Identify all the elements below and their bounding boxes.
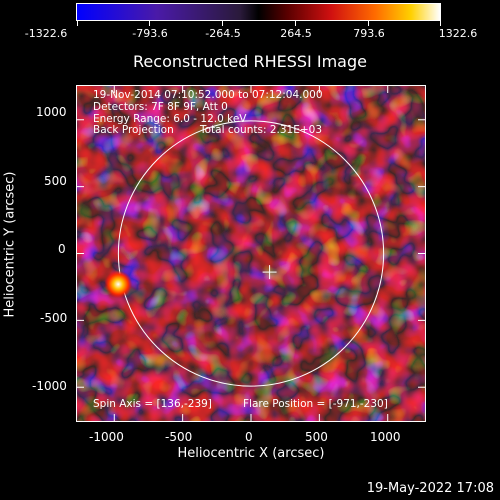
heatmap-background <box>76 85 426 422</box>
y-tick-label: -500 <box>40 311 68 325</box>
plot-frame <box>76 85 426 422</box>
colorbar-tick <box>222 20 223 26</box>
colorbar-label: -793.6 <box>132 27 168 40</box>
x-ticks <box>113 85 389 422</box>
annotation-spin-axis: Spin Axis = [136,-239] <box>93 398 212 410</box>
annotation-energy: Energy Range: 6.0 - 12.0 keV <box>93 113 247 125</box>
annotation-detectors: Detectors: 7F 8F 9F, Att 0 <box>93 101 228 113</box>
colorbar-tick <box>77 20 78 26</box>
spin-axis-marker <box>262 265 277 280</box>
x-tick-label: 0 <box>245 430 253 444</box>
heatmap-plot <box>76 85 426 422</box>
y-ticks <box>76 119 426 388</box>
y-tick-label: 1000 <box>36 105 67 119</box>
colorbar <box>76 3 441 21</box>
x-tick-label: -500 <box>165 430 193 444</box>
solar-limb-circle <box>117 120 385 387</box>
colorbar-label: -264.5 <box>205 27 241 40</box>
colorbar-tick <box>149 20 150 26</box>
annotation-time: 19-Nov-2014 07:10:52.000 to 07:12:04.000 <box>93 89 323 101</box>
annotation-counts: Total counts: 2.31E+03 <box>200 124 323 136</box>
y-tick-label: 500 <box>44 174 67 188</box>
x-tick-label: 500 <box>305 430 328 444</box>
colorbar-label: 264.5 <box>280 27 312 40</box>
colorbar-tick <box>368 20 369 26</box>
colorbar-label: 1322.6 <box>438 27 478 40</box>
y-tick-label: -1000 <box>32 379 67 393</box>
flare-source <box>104 270 133 299</box>
y-axis-label: Heliocentric Y (arcsec) <box>2 171 18 318</box>
chart-title: Reconstructed RHESSI Image <box>133 52 367 71</box>
colorbar-tick <box>295 20 296 26</box>
annotation-method: Back Projection <box>93 124 174 136</box>
x-tick-label: -1000 <box>89 430 124 444</box>
x-tick-label: 1000 <box>370 430 401 444</box>
annotation-flare-position: Flare Position = [-971,-230] <box>243 398 388 410</box>
colorbar-label: -1322.6 <box>24 27 68 40</box>
footer-timestamp: 19-May-2022 17:08 <box>366 481 494 496</box>
y-tick-label: 0 <box>58 242 66 256</box>
colorbar-tick <box>440 20 441 26</box>
colorbar-label: 793.6 <box>353 27 385 40</box>
x-axis-label: Heliocentric X (arcsec) <box>177 446 325 461</box>
